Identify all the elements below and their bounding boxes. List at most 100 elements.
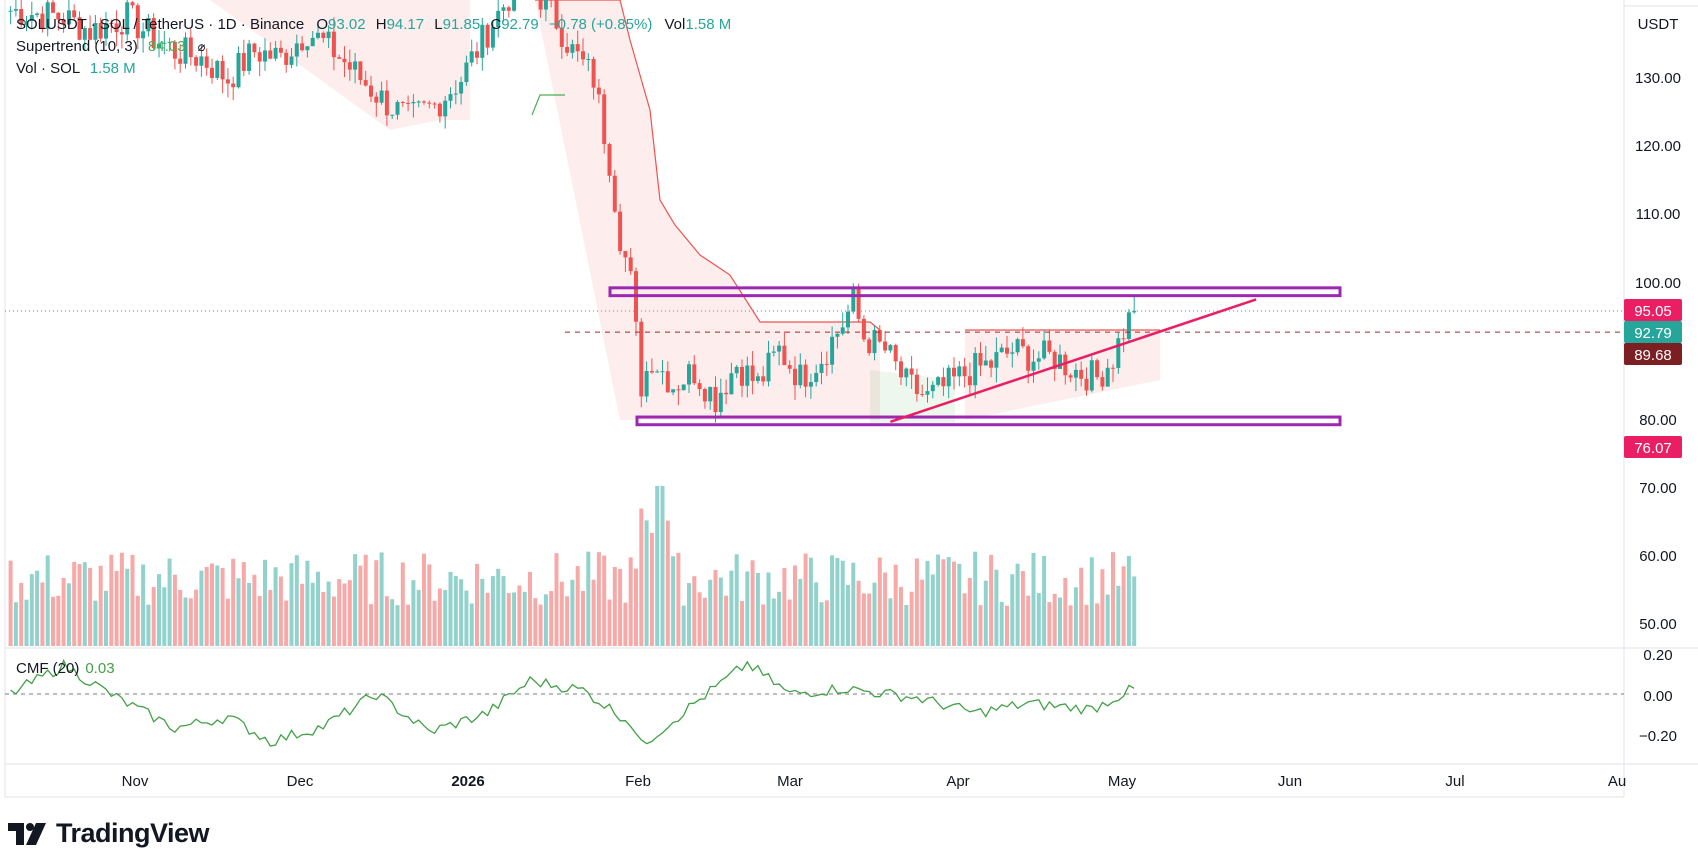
candle-body bbox=[740, 366, 744, 386]
volume-bar bbox=[427, 564, 432, 646]
resistance-box[interactable] bbox=[608, 286, 1342, 298]
volume-bar bbox=[914, 558, 919, 646]
volume-bar bbox=[448, 571, 453, 646]
volume-bar bbox=[612, 566, 617, 646]
price-tick-label: 70.00 bbox=[1639, 480, 1677, 497]
volume-bar bbox=[517, 585, 522, 646]
candle bbox=[1015, 337, 1020, 356]
candle bbox=[432, 101, 437, 109]
legend-supertrend-row[interactable]: Supertrend (10, 3) 84.03 ⌀ bbox=[16, 36, 731, 58]
candle-body bbox=[485, 24, 490, 48]
candle bbox=[512, 0, 517, 12]
candle-body bbox=[1068, 375, 1073, 378]
candle bbox=[750, 351, 755, 395]
ascending-trendline[interactable] bbox=[890, 298, 1257, 423]
volume-bar bbox=[989, 554, 994, 646]
volume-bar bbox=[178, 589, 183, 646]
candle-body bbox=[962, 366, 967, 377]
candle bbox=[904, 367, 909, 387]
candle-body bbox=[172, 41, 177, 59]
axis-currency[interactable]: USDT bbox=[1638, 16, 1679, 33]
volume-bar bbox=[522, 591, 527, 646]
hidden-eye-icon[interactable]: ⌀ bbox=[197, 39, 206, 54]
volume-bar bbox=[125, 568, 130, 646]
candle bbox=[692, 355, 697, 385]
candle-body bbox=[1121, 338, 1126, 340]
candle bbox=[347, 49, 352, 81]
volume-bar bbox=[1042, 556, 1047, 646]
candle bbox=[289, 47, 294, 69]
vol-label: Vol bbox=[664, 16, 686, 33]
volume-bar bbox=[114, 570, 119, 646]
volume-bar bbox=[24, 599, 29, 646]
candle-body bbox=[257, 52, 262, 62]
candle-body bbox=[1105, 367, 1110, 387]
candle-body bbox=[400, 101, 405, 103]
candle-body bbox=[252, 43, 257, 53]
candle bbox=[183, 32, 188, 69]
candle-body bbox=[1073, 369, 1078, 378]
symbol-title[interactable]: SOLUSDT · SOL / TetherUS · 1D · Binance bbox=[16, 16, 305, 33]
candle-body bbox=[146, 18, 151, 32]
candle bbox=[671, 389, 676, 396]
candle-body bbox=[586, 59, 591, 61]
supertrend-indicator bbox=[210, 0, 1160, 426]
candle-body bbox=[1084, 378, 1089, 391]
volume-bar bbox=[157, 574, 161, 646]
candle bbox=[331, 17, 336, 71]
candle bbox=[1042, 330, 1047, 360]
candle-body bbox=[1111, 367, 1115, 369]
volume-bar bbox=[543, 594, 548, 646]
candle bbox=[146, 13, 151, 37]
candle bbox=[263, 38, 267, 71]
candle bbox=[294, 34, 299, 67]
volume-bar bbox=[236, 578, 241, 646]
candle bbox=[740, 359, 744, 398]
candle bbox=[178, 44, 183, 73]
candle bbox=[400, 101, 405, 107]
tradingview-brand[interactable]: TradingView bbox=[8, 818, 210, 849]
candle-body bbox=[729, 373, 734, 395]
cmf-legend[interactable]: CMF (20) 0.03 bbox=[16, 660, 115, 677]
cmf-tick-label: 0.20 bbox=[1643, 647, 1672, 664]
candle bbox=[1121, 328, 1126, 353]
volume-bar bbox=[999, 601, 1004, 646]
volume-bar bbox=[305, 560, 310, 646]
legend-volume-row[interactable]: Vol · SOL 1.58 M bbox=[16, 58, 731, 80]
l-label: L bbox=[434, 16, 443, 33]
volume-bar bbox=[310, 582, 315, 646]
volume-bar bbox=[469, 603, 474, 646]
volume-bar bbox=[946, 557, 951, 646]
candle-body bbox=[724, 392, 729, 395]
volume-bar bbox=[909, 591, 914, 646]
support-box[interactable] bbox=[635, 415, 1342, 427]
candle-body bbox=[353, 61, 358, 70]
candle-body bbox=[718, 392, 723, 413]
candle bbox=[284, 49, 289, 73]
candle bbox=[946, 364, 951, 399]
candle bbox=[1079, 361, 1084, 387]
volume-bar bbox=[565, 596, 570, 646]
cmf-line bbox=[10, 658, 1135, 747]
volume-bar bbox=[40, 582, 45, 646]
candle bbox=[565, 33, 570, 57]
candle bbox=[19, 0, 24, 28]
candle bbox=[411, 94, 416, 118]
candle-body bbox=[395, 101, 400, 115]
volume-bar bbox=[655, 486, 660, 646]
candle bbox=[676, 384, 681, 406]
candle-body bbox=[496, 10, 501, 28]
volume-bar bbox=[581, 590, 585, 646]
candle bbox=[358, 61, 363, 85]
candle bbox=[257, 47, 262, 77]
candle-body bbox=[88, 28, 93, 40]
volume-bar bbox=[936, 554, 941, 646]
candle-body bbox=[475, 51, 479, 58]
candle bbox=[978, 342, 983, 377]
volume-bar bbox=[750, 560, 755, 646]
candle-body bbox=[135, 5, 140, 39]
cmf-axis-ticks: 0.20 0.00 −0.20 bbox=[1639, 647, 1677, 745]
candle bbox=[326, 25, 331, 49]
